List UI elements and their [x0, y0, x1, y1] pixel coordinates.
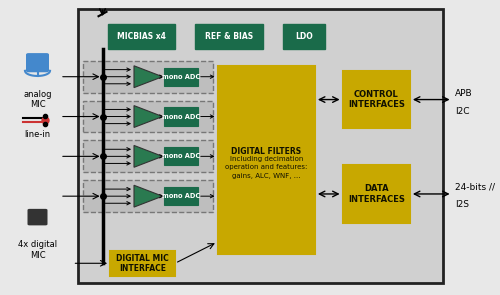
Text: mono ADC: mono ADC: [162, 114, 200, 119]
Text: mono ADC: mono ADC: [162, 74, 200, 80]
FancyBboxPatch shape: [218, 66, 315, 254]
Text: MICBIAS x4: MICBIAS x4: [117, 32, 166, 41]
FancyBboxPatch shape: [28, 209, 48, 225]
FancyBboxPatch shape: [82, 101, 212, 132]
Text: CONTROL
INTERFACES: CONTROL INTERFACES: [348, 90, 405, 109]
Text: line-in: line-in: [24, 130, 50, 139]
Polygon shape: [134, 185, 162, 207]
FancyBboxPatch shape: [82, 61, 212, 93]
FancyBboxPatch shape: [342, 71, 410, 128]
Text: DATA
INTERFACES: DATA INTERFACES: [348, 184, 405, 204]
FancyBboxPatch shape: [82, 140, 212, 172]
Text: DIGITAL FILTERS: DIGITAL FILTERS: [231, 147, 302, 156]
Text: 4x digital
MIC: 4x digital MIC: [18, 240, 57, 260]
Text: I2S: I2S: [455, 200, 469, 209]
FancyBboxPatch shape: [164, 107, 198, 126]
FancyBboxPatch shape: [78, 9, 442, 283]
FancyBboxPatch shape: [195, 24, 262, 49]
Text: LDO: LDO: [295, 32, 312, 41]
Text: mono ADC: mono ADC: [162, 193, 200, 199]
Text: REF & BIAS: REF & BIAS: [204, 32, 253, 41]
FancyBboxPatch shape: [282, 24, 325, 49]
Text: operation and features:: operation and features:: [225, 164, 308, 171]
Text: Including decimation: Including decimation: [230, 155, 303, 162]
Text: I2C: I2C: [455, 107, 469, 116]
FancyBboxPatch shape: [164, 187, 198, 205]
Text: mono ADC: mono ADC: [162, 153, 200, 159]
Polygon shape: [134, 106, 162, 127]
Polygon shape: [134, 145, 162, 167]
Text: gains, ALC, WNF, ...: gains, ALC, WNF, ...: [232, 173, 300, 179]
FancyBboxPatch shape: [26, 53, 49, 72]
Text: APB: APB: [455, 89, 472, 98]
Text: 24-bits //: 24-bits //: [455, 182, 495, 191]
FancyBboxPatch shape: [108, 24, 175, 49]
Text: analog
MIC: analog MIC: [23, 90, 52, 109]
Text: DIGITAL MIC
INTERFACE: DIGITAL MIC INTERFACE: [116, 254, 169, 273]
Polygon shape: [134, 66, 162, 88]
FancyBboxPatch shape: [342, 165, 410, 223]
FancyBboxPatch shape: [164, 147, 198, 165]
FancyBboxPatch shape: [110, 251, 175, 276]
FancyBboxPatch shape: [164, 68, 198, 86]
FancyBboxPatch shape: [82, 180, 212, 212]
